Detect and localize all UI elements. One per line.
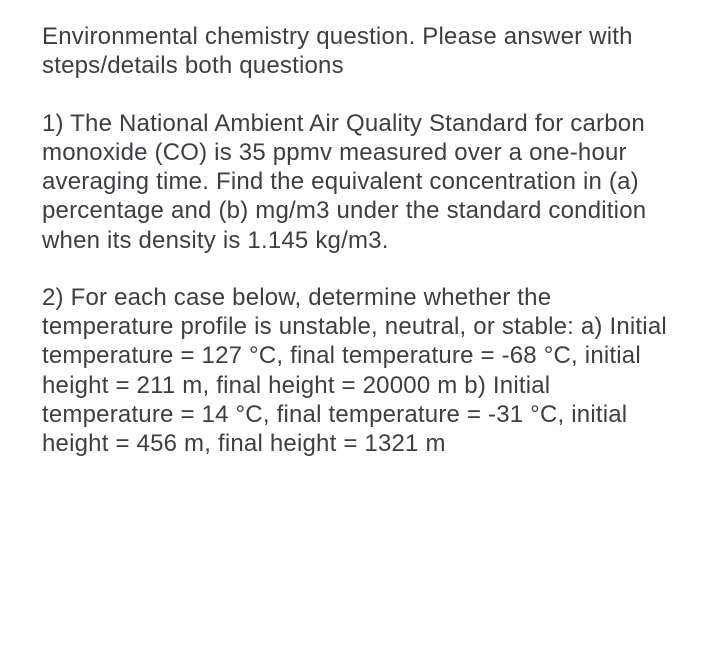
question-1: 1) The National Ambient Air Quality Stan… bbox=[42, 109, 682, 255]
question-2: 2) For each case below, determine whethe… bbox=[42, 283, 682, 459]
intro-text: Environmental chemistry question. Please… bbox=[42, 22, 682, 81]
